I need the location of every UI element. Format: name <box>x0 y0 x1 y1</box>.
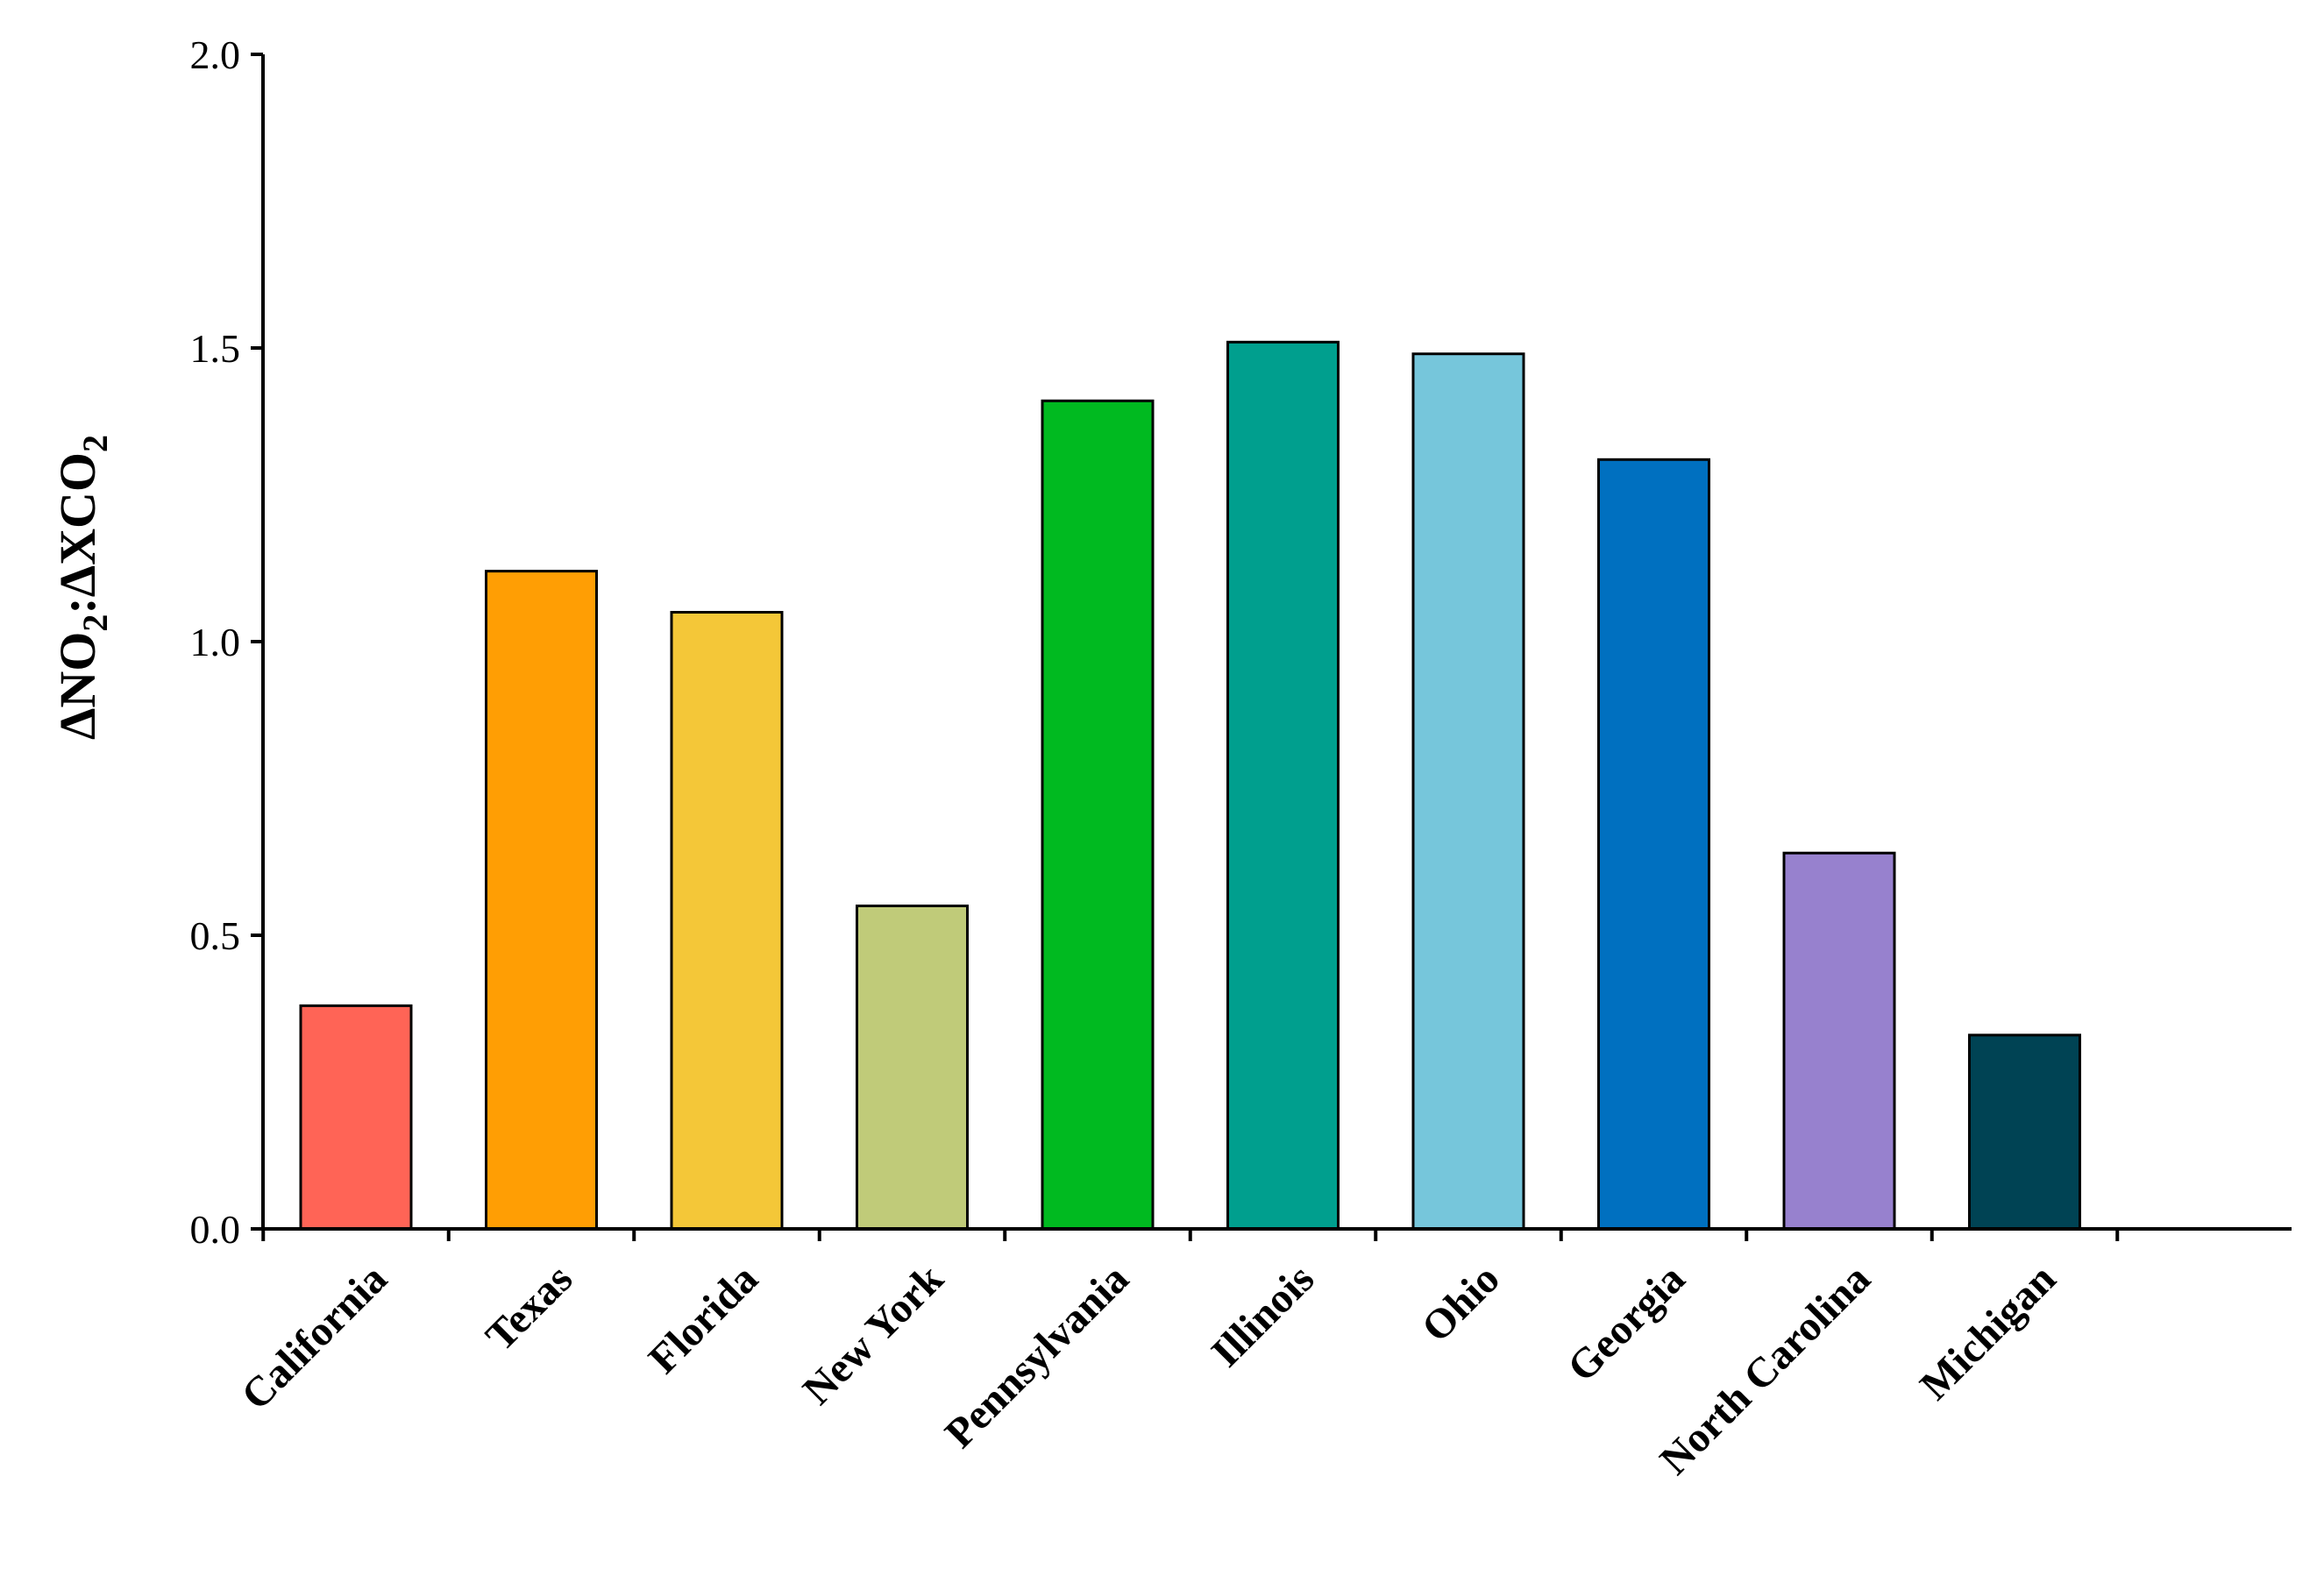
x-tick-label: Pennsylvania <box>936 1255 1138 1457</box>
x-tick-label: California <box>232 1255 395 1418</box>
bar-california <box>299 1004 413 1231</box>
bar-georgia <box>1597 458 1710 1231</box>
bar-pennsylvania <box>1041 399 1155 1231</box>
y-axis-title-sub-2: 2 <box>75 435 115 452</box>
bar-michigan <box>1968 1033 2081 1231</box>
x-tick-label: Texas <box>477 1255 581 1359</box>
x-ticks-group <box>261 1229 2120 1241</box>
bar-new-york <box>856 905 969 1231</box>
y-axis-title: ΔNO2:ΔXCO2 <box>49 435 115 740</box>
y-axis-title-part-1: ΔNO <box>49 632 106 740</box>
y-tick-label: 1.0 <box>190 620 241 664</box>
y-tick-label: 0.5 <box>190 913 241 958</box>
x-tick-label: Michigan <box>1911 1255 2065 1409</box>
x-tick-label: Florida <box>640 1255 767 1382</box>
y-tick-label: 1.5 <box>190 326 241 371</box>
bar-north-carolina <box>1782 851 1896 1231</box>
x-tick-label: Georgia <box>1559 1255 1694 1390</box>
y-ticks-group: 0.0 0.5 1.0 1.5 2.0 <box>190 32 263 1252</box>
bar-florida <box>670 611 784 1231</box>
x-tick-label: Ohio <box>1413 1255 1509 1351</box>
x-tick-label: New York <box>794 1255 953 1414</box>
bar-ohio <box>1411 352 1525 1231</box>
y-axis-title-sub-1: 2 <box>75 614 115 632</box>
bar-illinois <box>1226 340 1340 1231</box>
y-tick-label: 2.0 <box>190 32 241 77</box>
x-tick-label: Illinois <box>1203 1255 1323 1375</box>
y-tick-label: 0.0 <box>190 1207 241 1252</box>
y-axis-title-part-2: :ΔXCO <box>49 452 106 614</box>
bars-group <box>299 340 2081 1231</box>
x-tick-labels-group: California Texas Florida New YorkPennsylvan… <box>232 1255 2065 1484</box>
bar-texas <box>485 570 598 1231</box>
